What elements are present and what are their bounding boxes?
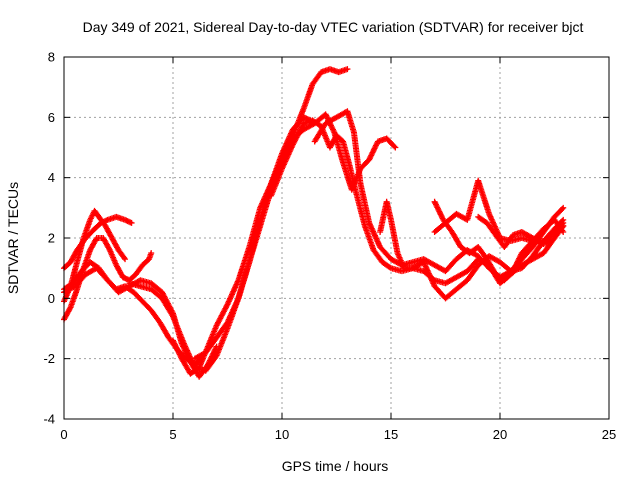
data-point (560, 204, 567, 211)
data-point (386, 264, 393, 271)
data-point (559, 224, 566, 231)
x-tick-label: 20 (493, 427, 507, 442)
y-tick-label: -4 (43, 412, 55, 427)
data-point (128, 219, 135, 226)
series-track-9 (268, 117, 416, 275)
tick-labels: 0 5 10 15 20 25 -4 -2 0 2 4 6 8 (43, 50, 616, 443)
y-axis-title: SDTVAR / TECUs (5, 182, 21, 294)
x-tick-label: 15 (384, 427, 398, 442)
axis-ticks (63, 56, 610, 420)
y-tick-label: 6 (48, 110, 55, 125)
y-tick-label: -2 (43, 351, 55, 366)
x-tick-label: 0 (60, 427, 67, 442)
data-point (148, 250, 155, 257)
data-point (121, 254, 128, 261)
grid-lines (64, 57, 609, 419)
x-tick-label: 25 (602, 427, 616, 442)
y-tick-label: 2 (48, 231, 55, 246)
data-point (66, 305, 73, 312)
data-point (560, 222, 567, 229)
y-tick-label: 4 (48, 170, 55, 185)
x-axis-title: GPS time / hours (282, 458, 389, 474)
data-points (61, 66, 567, 380)
data-point (344, 66, 351, 73)
data-point (122, 256, 129, 263)
x-tick-label: 5 (169, 427, 176, 442)
data-point (391, 143, 398, 150)
y-tick-label: 8 (48, 50, 55, 65)
x-tick-label: 10 (275, 427, 289, 442)
data-point (559, 205, 566, 212)
y-tick-label: 0 (48, 291, 55, 306)
chart-title: Day 349 of 2021, Sidereal Day-to-day VTE… (83, 19, 584, 35)
data-point (392, 144, 399, 151)
series-track-15 (475, 213, 567, 251)
